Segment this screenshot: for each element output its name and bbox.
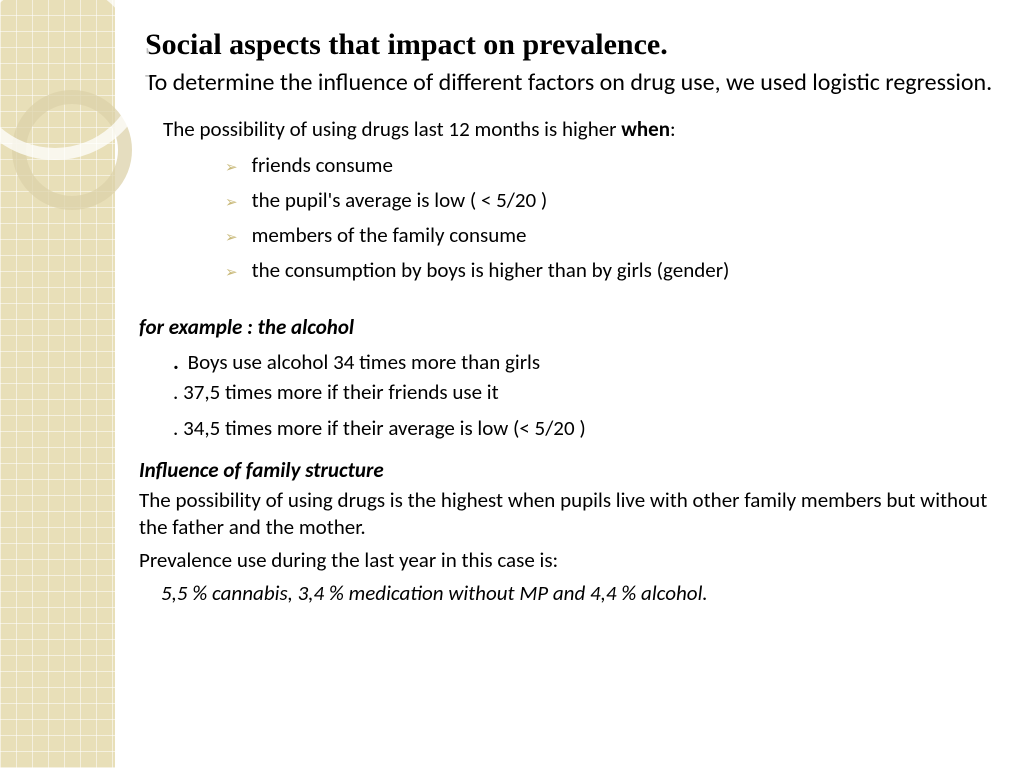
slide-content: Social aspects that impact on prevalence… [145, 28, 995, 606]
lead-bold: when [621, 116, 670, 142]
example-header: for example : the alcohol [139, 314, 995, 340]
example-line: . 34,5 times more if their average is lo… [173, 415, 995, 441]
bullet-list: ➢ friends consume ➢ the pupil's average … [225, 152, 995, 284]
chevron-icon: ➢ [225, 193, 238, 214]
bullet-text: friends consume [252, 152, 393, 178]
prevalence-line: 5,5 % cannabis, 3,4 % medication without… [161, 580, 995, 606]
slide-title: Social aspects that impact on prevalence… [145, 28, 995, 62]
list-item: ➢ the consumption by boys is higher than… [225, 257, 995, 284]
lead-text: The possibility of using drugs last 12 m… [163, 116, 995, 142]
list-item: ➢ friends consume [225, 152, 995, 179]
list-item: ➢ the pupil's average is low ( < 5/20 ) [225, 187, 995, 214]
family-line-2: Prevalence use during the last year in t… [139, 547, 995, 574]
example-line: . Boys use alcohol 34 times more than gi… [173, 348, 995, 375]
example-text: Boys use alcohol 34 times more than girl… [188, 349, 540, 375]
family-line-1: The possibility of using drugs is the hi… [139, 487, 995, 541]
chevron-icon: ➢ [225, 228, 238, 249]
lead-prefix: The possibility of using drugs last 12 m… [163, 116, 621, 142]
bullet-text: the pupil's average is low ( < 5/20 ) [252, 187, 548, 213]
bullet-text: the consumption by boys is higher than b… [252, 257, 730, 283]
bullet-text: members of the family consume [252, 222, 527, 248]
example-text: 34,5 times more if their average is low … [183, 415, 586, 441]
chevron-icon: ➢ [225, 263, 238, 284]
lead-suffix: : [670, 116, 676, 142]
family-header: Influence of family structure [139, 457, 995, 483]
example-text: 37,5 times more if their friends use it [183, 379, 499, 405]
slide-subtitle: To determine the influence of different … [145, 68, 995, 98]
list-item: ➢ members of the family consume [225, 222, 995, 249]
chevron-icon: ➢ [225, 158, 238, 179]
example-line: . 37,5 times more if their friends use i… [173, 379, 995, 405]
dot-icon: . [173, 348, 179, 375]
